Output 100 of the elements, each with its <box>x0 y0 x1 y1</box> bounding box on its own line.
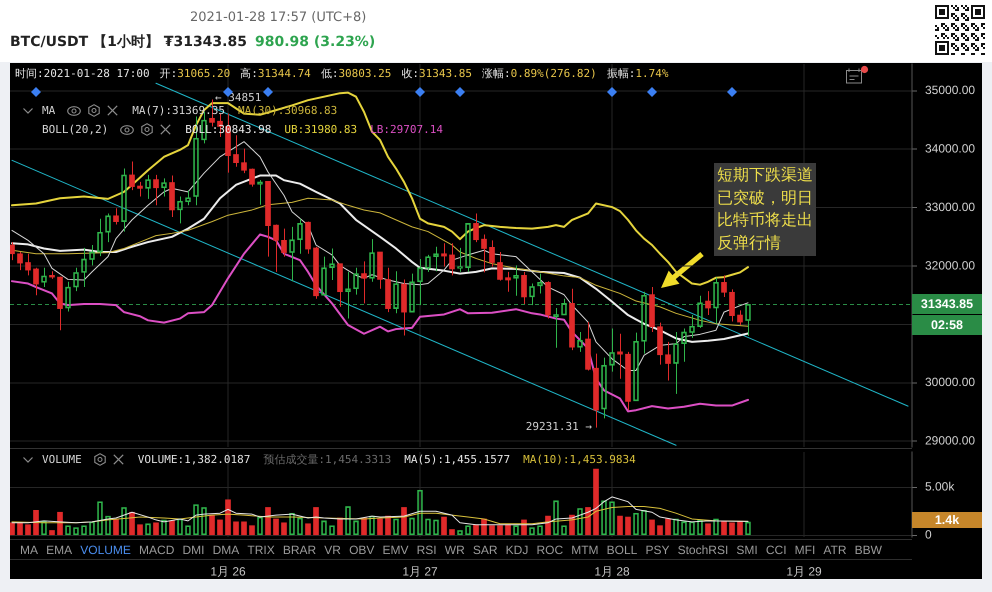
bar <box>545 516 551 536</box>
annotation: 开:31065.20 <box>160 67 230 80</box>
annotation: ← 34851 <box>215 90 262 104</box>
bar <box>249 525 255 536</box>
bar <box>217 520 223 536</box>
candlestick <box>665 341 671 381</box>
text: DMA <box>212 542 240 556</box>
candlestick <box>585 322 591 372</box>
y-tick-label: 5.00k <box>925 480 956 494</box>
bar <box>281 522 287 536</box>
bar <box>593 468 599 536</box>
text: 31343.85 <box>912 294 982 314</box>
annotation: 收:31343.85 <box>401 67 472 80</box>
bar <box>241 522 247 536</box>
y-tick-label: 30000.00 <box>925 375 976 390</box>
candlestick <box>273 224 279 272</box>
bar <box>585 507 591 536</box>
annotation: 振幅:1.74% <box>606 67 668 80</box>
candlestick <box>729 288 735 322</box>
bar <box>233 522 239 536</box>
candlestick <box>281 228 287 258</box>
bar <box>377 518 383 536</box>
candlestick <box>441 242 447 268</box>
annotation: 时间:2021-01-28 17:00 <box>15 67 150 80</box>
candlestick <box>313 246 319 300</box>
candlestick <box>521 271 527 304</box>
annotation: 涨幅:0.89%(276.82) <box>482 67 597 80</box>
candlestick <box>489 240 495 268</box>
bar <box>169 520 175 536</box>
bar <box>49 530 55 536</box>
y-tick-label: 29000.00 <box>925 433 976 448</box>
text: BBW <box>854 542 882 556</box>
y-tick-label: 32000.00 <box>925 258 976 272</box>
series-label: UB:31980.83 <box>284 123 358 136</box>
y-tick-label: 35000.00 <box>925 83 976 98</box>
candlestick <box>449 242 455 276</box>
candlestick <box>153 174 159 206</box>
candlestick <box>625 351 631 411</box>
bar <box>273 518 279 536</box>
candlestick <box>169 175 175 218</box>
candlestick <box>737 310 743 326</box>
annotation: MA <box>42 104 56 117</box>
candlestick <box>505 271 511 292</box>
text: MFI <box>794 542 816 556</box>
x-tick-label: 1月 26 <box>210 564 246 579</box>
bar <box>57 512 63 536</box>
text: VR <box>324 542 341 556</box>
bar <box>337 518 343 536</box>
y-tick-label: 34000.00 <box>925 142 976 156</box>
candlestick <box>137 181 143 198</box>
annotation: 高:31344.74 <box>240 67 311 80</box>
bar <box>113 520 119 536</box>
bar <box>441 516 447 536</box>
text: 2021-01-28 17:57 (UTC+8) <box>190 10 366 25</box>
bar <box>657 525 663 536</box>
candlestick <box>129 161 135 191</box>
candlestick <box>305 222 311 254</box>
annotation: 29231.31 → <box>526 420 592 433</box>
candlestick <box>593 353 599 428</box>
chart-subtitle: 980.98 (3.23%) <box>254 34 376 50</box>
candlestick <box>10 242 15 261</box>
annotation: 低:30803.25 <box>320 67 392 80</box>
candlestick <box>233 134 239 168</box>
text: EMA <box>46 542 72 556</box>
candlestick <box>361 260 367 304</box>
candlestick <box>649 286 655 332</box>
text: OBV <box>349 542 374 556</box>
text: StochRSI <box>678 542 728 556</box>
bar <box>209 514 215 536</box>
candlestick <box>337 263 343 308</box>
candlestick <box>705 290 711 316</box>
candlestick <box>385 267 391 313</box>
bar <box>705 523 711 536</box>
bar <box>153 522 159 536</box>
text: PSY <box>645 542 670 556</box>
text: MA(10):1,453.9834 <box>523 453 636 466</box>
bar <box>729 522 735 536</box>
text: MA <box>20 542 38 556</box>
text: CCI <box>766 542 787 556</box>
candlestick <box>569 288 575 351</box>
text: SAR <box>472 542 498 556</box>
text: MTM <box>571 542 599 556</box>
text: BOLL <box>606 542 638 556</box>
bar <box>617 516 623 536</box>
x-tick-label: 1月 28 <box>594 564 630 579</box>
candlestick <box>617 333 623 380</box>
text: BRAR <box>282 542 316 556</box>
text: WR <box>444 542 465 556</box>
bar <box>10 522 15 536</box>
text: EMV <box>382 542 409 556</box>
candlestick <box>57 276 63 331</box>
bar <box>625 516 631 536</box>
text: MACD <box>139 542 174 556</box>
bar <box>313 507 319 536</box>
candlestick <box>265 181 271 258</box>
bar <box>489 525 495 536</box>
candlestick <box>241 148 247 174</box>
candlestick <box>49 270 55 280</box>
text: KDJ <box>506 542 528 556</box>
candlestick <box>25 253 31 276</box>
